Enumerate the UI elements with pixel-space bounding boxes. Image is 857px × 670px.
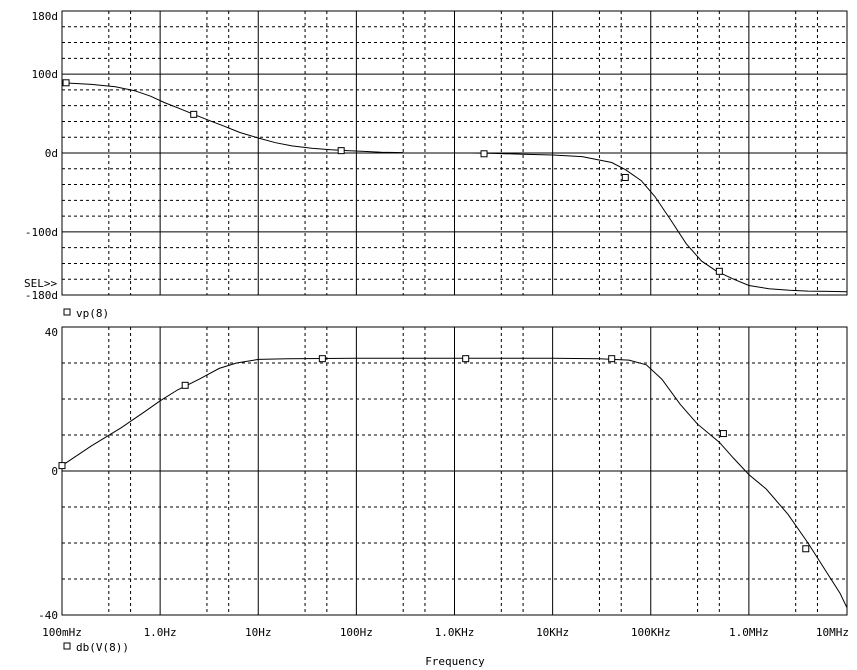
series-marker (715, 267, 723, 275)
series-marker (337, 147, 345, 155)
series-marker (181, 381, 189, 389)
y-tick-label: 0 (51, 465, 58, 478)
legend-label-vp8: vp(8) (76, 307, 109, 320)
magnitude-plot: 40 0 -40 db(V(8)) 100mHz 1.0Hz 10Hz 100Hz 1.0KHz… (38, 326, 849, 654)
series-marker (318, 355, 326, 363)
y-tick-label: -100d (25, 226, 58, 239)
series-line (61, 82, 404, 154)
x-tick-label: 10Hz (245, 626, 272, 639)
series-marker (621, 173, 629, 181)
series-marker (62, 79, 70, 87)
series-marker (462, 355, 470, 363)
legend-marker (63, 308, 71, 316)
selector-label: SEL>> (24, 277, 57, 290)
x-tick-label: 100mHz (42, 626, 82, 639)
legend-label-db: db(V(8)) (76, 641, 129, 654)
series-line (61, 357, 848, 609)
y-tick-label: 180d (32, 10, 59, 23)
series-marker (480, 150, 488, 158)
y-tick-label: 100d (32, 68, 59, 81)
x-axis-title: Frequency (425, 655, 485, 668)
x-tick-label: 10KHz (536, 626, 569, 639)
legend-marker (63, 642, 71, 650)
y-tick-label: 0d (45, 147, 58, 160)
series-marker (58, 462, 66, 470)
series-line (471, 152, 848, 293)
x-tick-label: 1.0KHz (435, 626, 475, 639)
x-tick-label: 1.0MHz (729, 626, 769, 639)
series-marker (802, 545, 810, 553)
x-tick-label: 10MHz (816, 626, 849, 639)
y-tick-label: 40 (45, 326, 58, 339)
series-marker (190, 110, 198, 118)
y-tick-label: -40 (38, 609, 58, 622)
x-tick-label: 100Hz (340, 626, 373, 639)
series-marker (719, 430, 727, 438)
y-tick-label: -180d (25, 289, 58, 302)
x-tick-label: 100KHz (631, 626, 671, 639)
x-tick-label: 1.0Hz (144, 626, 177, 639)
series-marker (608, 355, 616, 363)
